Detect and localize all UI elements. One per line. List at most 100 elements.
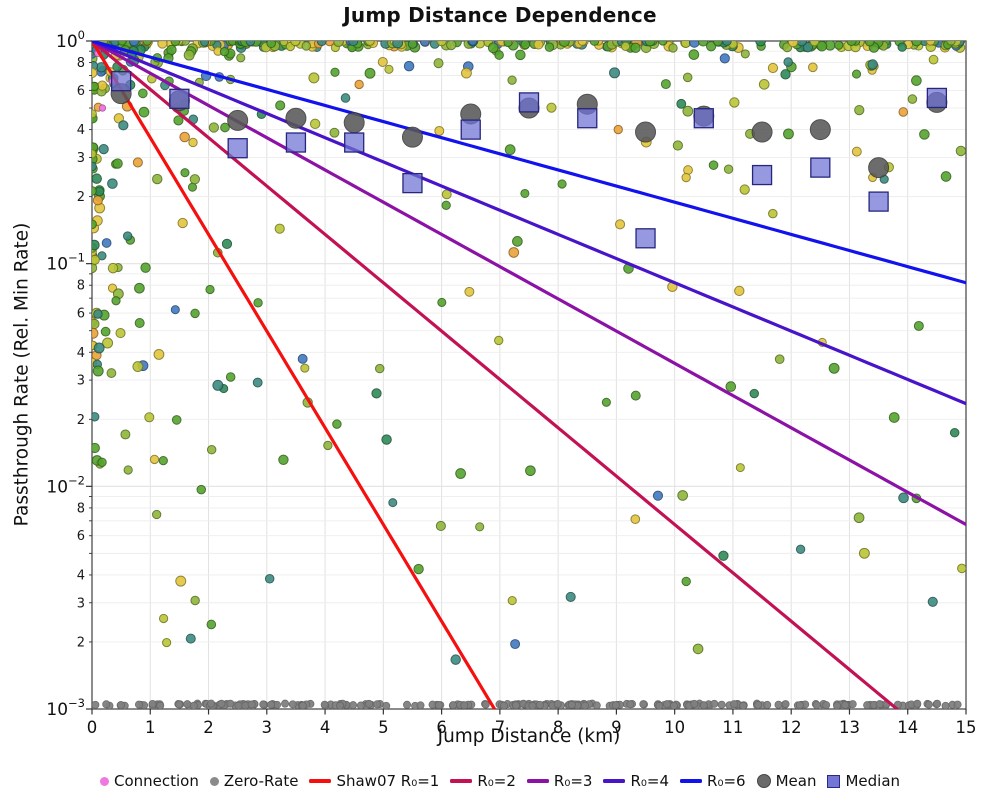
scatter-point — [864, 41, 875, 47]
scatter-point — [897, 42, 907, 52]
legend-label: Shaw07 R₀=1 — [336, 772, 440, 790]
zero-rate-point — [365, 699, 374, 708]
scatter-point — [92, 195, 103, 206]
zero-rate-point — [795, 701, 804, 709]
scatter-point — [926, 41, 936, 46]
scatter-point — [177, 217, 188, 229]
zero-rate-point — [941, 701, 950, 709]
zero-rate-point — [924, 700, 933, 709]
scatter-point — [533, 41, 544, 50]
zero-rate-point — [822, 701, 831, 709]
scatter-point — [688, 41, 700, 48]
scatter-point — [515, 49, 526, 61]
zero-rate-point — [953, 700, 962, 709]
legend-line-swatch — [450, 779, 473, 783]
scatter-point — [152, 173, 163, 185]
legend-label: R₀=3 — [553, 772, 593, 790]
scatter-point — [190, 308, 200, 319]
scatter-point — [809, 41, 820, 47]
scatter-point — [132, 157, 143, 168]
scatter-point — [120, 429, 131, 440]
zero-rate-point — [217, 699, 226, 708]
zero-rate-point — [781, 700, 790, 709]
scatter-point — [253, 298, 263, 308]
x-tick-label: 14 — [897, 718, 918, 737]
scatter-point — [739, 184, 750, 195]
scatter-point — [718, 550, 729, 561]
scatter-point — [749, 388, 759, 399]
scatter-point — [846, 41, 857, 47]
legend-line-swatch — [309, 779, 332, 783]
zero-rate-point — [481, 700, 490, 709]
scatter-point — [434, 125, 445, 136]
scatter-point — [615, 219, 626, 230]
y-major-tick-label: 100 — [56, 28, 85, 52]
scatter-point — [185, 633, 196, 644]
y-minor-tick-label: 4 — [77, 346, 85, 361]
median-marker — [402, 172, 423, 194]
scatter-point — [132, 361, 144, 373]
scatter-point — [946, 41, 956, 46]
scatter-point — [158, 613, 169, 624]
scatter-point — [189, 174, 201, 185]
scatter-point — [92, 186, 97, 196]
zero-rate-point — [528, 701, 537, 709]
scatter-point — [435, 520, 446, 532]
scatter-point — [677, 490, 689, 501]
scatter-point — [508, 247, 520, 258]
median-marker — [110, 71, 132, 92]
scatter-point — [957, 563, 966, 574]
zero-rate-point — [460, 701, 469, 709]
scatter-point — [106, 368, 117, 378]
scatter-point — [510, 639, 521, 650]
scatter-point — [403, 60, 415, 72]
scatter-point — [98, 144, 109, 155]
zero-rate-point — [102, 700, 111, 709]
scatter-point — [503, 41, 513, 48]
scatter-point — [858, 547, 870, 559]
zero-rate-point — [175, 700, 184, 709]
scatter-point — [719, 53, 730, 64]
zero-rate-point — [336, 701, 345, 709]
legend-label: Mean — [775, 772, 817, 790]
scatter-point — [854, 104, 865, 116]
median-marker — [868, 191, 889, 212]
legend-label: Zero-Rate — [223, 772, 299, 790]
scatter-point — [297, 353, 308, 364]
zero-rate-point — [639, 700, 648, 709]
scatter-point — [613, 124, 623, 135]
scatter-point — [205, 284, 215, 295]
scatter-point — [188, 137, 198, 148]
mean-marker — [343, 112, 365, 134]
scatter-point — [101, 238, 112, 248]
scatter-point — [123, 465, 133, 475]
scatter-point — [179, 131, 190, 143]
scatter-point — [92, 109, 97, 119]
scatter-point — [190, 595, 200, 606]
scatter-point — [138, 106, 150, 118]
mean-marker — [809, 119, 831, 141]
scatter-point — [787, 41, 799, 48]
scatter-point — [816, 41, 828, 52]
zero-rate-point — [690, 699, 699, 708]
legend-line-swatch — [526, 779, 549, 783]
scatter-point — [157, 41, 168, 49]
scatter-point — [688, 49, 700, 60]
scatter-point — [774, 354, 785, 364]
scatter-point — [329, 127, 340, 138]
scatter-point — [494, 335, 504, 346]
x-tick-label: 2 — [203, 718, 214, 737]
scatter-point — [676, 98, 687, 109]
scatter-point — [115, 328, 126, 339]
scatter-point — [388, 498, 398, 508]
scatter-point — [907, 94, 918, 104]
scatter-point — [758, 79, 770, 90]
legend-label: Connection — [113, 772, 199, 790]
scatter-point — [364, 67, 376, 79]
legend-line-swatch — [680, 779, 703, 783]
scatter-point — [183, 49, 195, 61]
median-marker — [810, 157, 831, 178]
scatter-point — [468, 41, 478, 46]
y-minor-tick-label: 2 — [77, 635, 85, 650]
scatter-point — [245, 41, 256, 47]
